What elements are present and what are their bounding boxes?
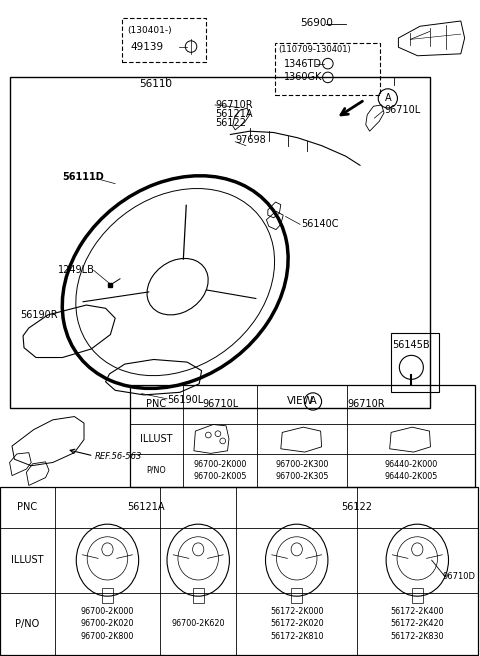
Bar (122, 18, 206, 62)
Text: 56121A: 56121A (127, 502, 165, 512)
Bar (102, 588, 113, 603)
Ellipse shape (276, 537, 317, 580)
Text: 56172-2K400
56172-2K420
56172-2K830: 56172-2K400 56172-2K420 56172-2K830 (391, 607, 444, 641)
Text: ILLUST: ILLUST (140, 434, 173, 444)
Text: 56110: 56110 (139, 79, 172, 89)
Bar (192, 588, 204, 603)
Text: 56122: 56122 (215, 118, 246, 129)
Text: VIEW: VIEW (287, 396, 314, 407)
Text: PNC: PNC (17, 502, 37, 512)
Text: 56190L: 56190L (167, 395, 204, 405)
Text: 56122: 56122 (341, 502, 372, 512)
Text: 56140C: 56140C (301, 219, 339, 230)
Text: 96700-2K000
96700-2K020
96700-2K800: 96700-2K000 96700-2K020 96700-2K800 (81, 607, 134, 641)
Ellipse shape (397, 537, 438, 580)
Text: 96440-2K000
96440-2K005: 96440-2K000 96440-2K005 (384, 460, 438, 482)
Bar (275, 43, 380, 95)
Text: REF.56-563: REF.56-563 (95, 452, 143, 461)
Text: ILLUST: ILLUST (11, 555, 44, 565)
Text: 56190R: 56190R (20, 310, 58, 320)
Text: 96710L: 96710L (202, 400, 239, 409)
Ellipse shape (178, 537, 218, 580)
Text: (130401-): (130401-) (127, 26, 172, 35)
Text: 96710D: 96710D (442, 572, 475, 581)
Text: (110709-130401): (110709-130401) (278, 45, 351, 54)
Text: 97698: 97698 (235, 135, 266, 146)
Text: 96700-2K300
96700-2K305: 96700-2K300 96700-2K305 (276, 460, 329, 482)
Bar (412, 588, 423, 603)
Text: A: A (310, 396, 316, 407)
Text: 49139: 49139 (131, 41, 164, 52)
Text: 1360GK: 1360GK (284, 72, 323, 83)
Text: A: A (384, 93, 391, 104)
Text: 96700-2K000
96700-2K005: 96700-2K000 96700-2K005 (193, 460, 247, 482)
Bar (130, 385, 475, 487)
Text: PNC: PNC (146, 400, 167, 409)
Ellipse shape (87, 537, 128, 580)
Text: 1249LB: 1249LB (58, 265, 95, 276)
Text: 56900: 56900 (300, 18, 333, 28)
Text: 96710R: 96710R (215, 100, 252, 110)
Text: P/NO: P/NO (15, 619, 39, 628)
Bar (291, 588, 302, 603)
Bar (10, 77, 430, 408)
Text: 56121A: 56121A (215, 109, 252, 119)
Text: 96700-2K620: 96700-2K620 (171, 619, 225, 628)
Text: 56111D: 56111D (62, 172, 104, 182)
Text: 96710R: 96710R (348, 400, 385, 409)
Text: P/NO: P/NO (146, 466, 166, 475)
Text: 1346TD: 1346TD (284, 58, 322, 69)
Text: 56145B: 56145B (393, 340, 430, 350)
Bar (0, 487, 478, 655)
Text: 96710L: 96710L (384, 104, 420, 115)
Bar (391, 333, 439, 392)
Text: 56172-2K000
56172-2K020
56172-2K810: 56172-2K000 56172-2K020 56172-2K810 (270, 607, 324, 641)
